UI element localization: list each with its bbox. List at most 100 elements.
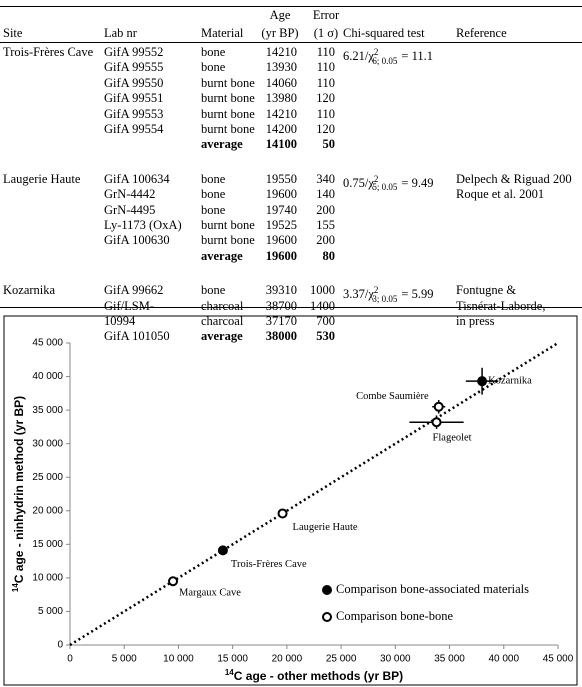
material: burnt bone [201,218,255,232]
lab-nr: GifA 99553 [104,106,164,121]
material: burnt bone [201,233,255,248]
column-header: (yr BP) [261,26,299,40]
lab-nr: GifA 99552 [104,45,164,59]
column-header: Material [201,26,244,40]
error: 700 [316,314,335,328]
material: bone [201,45,226,59]
point [277,508,288,519]
x-tick-label: 15 000 [217,654,248,665]
age: 13980 [265,91,297,106]
chi-df-sub: 3; 0.05 [372,293,398,304]
point [477,376,488,387]
x-tick-label: 5 000 [112,654,137,665]
point-label: Combe Saumière [356,391,429,402]
x-tick-label: 40 000 [488,654,519,665]
header-rule [0,42,582,43]
reference: Delpech & Riguad 200 [456,171,572,186]
chi-squared-test: 0.75/χ25; 0.05 = 9.49 [343,171,433,196]
column-header: Age [269,8,291,22]
chi-df-sup: 2 [373,47,379,57]
material: average [201,137,243,152]
point-label: Trois-Frères Cave [231,559,307,570]
reference: Fontugne & [456,283,517,298]
error: 530 [316,329,335,344]
error: 50 [322,137,336,152]
point-label: Kozarnika [488,376,532,387]
chi-df-sub: 5; 0.05 [372,182,398,193]
reference: Roque et al. 2001 [456,187,545,202]
chi-value: 6.21/χ [343,49,374,64]
lab-nr: Gif/LSM- [104,298,154,313]
age: 13930 [265,60,297,75]
point-label: Margaux Cave [179,588,241,599]
legend-label: Comparison bone-bone [336,609,453,623]
error: 340 [316,171,335,186]
chi-df-sup: 2 [373,173,379,184]
age: 19600 [265,248,297,263]
y-axis-title-sup: 14 [11,583,20,592]
x-tick-label: 0 [67,654,73,665]
point [431,417,442,428]
lab-nr: GifA 99550 [104,75,164,90]
lab-nr: GifA 99555 [104,60,164,75]
error: 110 [316,75,335,90]
lab-nr: Ly-1173 (OxA) [104,218,182,232]
site: Trois-Frères Cave [3,45,94,59]
material: charcoal [201,298,244,313]
age: 38000 [265,329,297,344]
material: burnt bone [201,75,255,90]
lab-nr: GifA 100634 [104,171,170,186]
point-label: Laugerie Haute [293,522,358,533]
error: 120 [316,91,335,106]
point [217,545,228,556]
material: bone [201,60,226,75]
reference: in press [456,314,495,328]
identity-line [69,341,559,647]
chi-squared-test: 6.21/χ26; 0.05 = 11.1 [343,44,433,69]
age: 19550 [265,171,297,186]
y-tick-label: 20 000 [32,505,63,516]
age: 14100 [265,137,297,152]
age: 19600 [265,233,297,248]
material: bone [201,171,226,186]
reference: Tisnérat-Laborde, [456,298,546,313]
error: 200 [316,202,335,217]
error: 120 [316,122,335,136]
x-tick-label: 25 000 [326,654,357,665]
material: average [201,329,243,344]
column-header: (1 σ) [313,26,339,40]
y-axis-title: 14C age - ninhydrin method (yr BP) [11,396,26,592]
age: 14060 [265,75,297,90]
x-axis-title: 14C age - other methods (yr BP) [225,668,403,683]
point [433,401,444,412]
age: 19600 [265,187,297,202]
y-tick-label: 25 000 [32,472,63,483]
chi-df-sub: 6; 0.05 [372,55,398,66]
material: bone [201,283,226,298]
y-tick-label: 30 000 [32,438,63,449]
age: 38700 [265,298,297,313]
legend-label: Comparison bone-associated materials [336,582,529,596]
chi-critical: = 11.1 [401,49,434,64]
x-axis-title-text: C age - other methods (yr BP) [234,669,403,683]
age: 37170 [265,314,297,328]
lab-nr: GifA 100630 [104,233,170,248]
age: 19740 [265,202,297,217]
lab-nr: 10994 [104,314,136,328]
chi-squared-test: 3.37/χ23; 0.05 = 5.99 [343,282,433,307]
x-axis-title-sup: 14 [225,668,234,677]
lab-nr: GifA 99662 [104,283,164,298]
point-label: Flageolet [433,433,472,444]
error: 1400 [310,298,335,313]
y-tick-label: 40 000 [32,371,63,382]
lab-nr: GrN-4495 [104,202,156,217]
age: 19525 [265,218,297,232]
site: Kozarnika [3,283,56,298]
column-header: Site [3,26,23,40]
column-header: Chi-squared test [343,26,425,40]
age: 14200 [265,122,297,136]
x-tick-label: 10 000 [163,654,194,665]
site: Laugerie Haute [3,171,81,186]
